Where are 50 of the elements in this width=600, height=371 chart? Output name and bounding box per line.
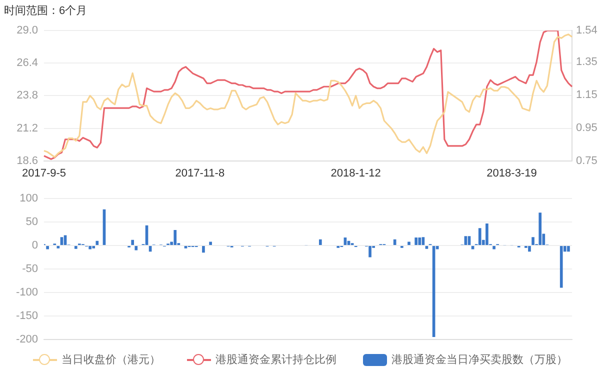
bar xyxy=(471,246,474,250)
bar xyxy=(418,238,422,246)
bar xyxy=(134,246,138,250)
bar xyxy=(532,237,534,246)
bar xyxy=(560,246,563,288)
x-tick-label: 2017-9-5 xyxy=(22,167,66,180)
legend-label: 港股通资金当日净买卖股数（万股） xyxy=(392,352,568,367)
bar xyxy=(64,235,67,246)
y2-tick-label: 0.95 xyxy=(576,122,598,134)
y-tick-label: 50 xyxy=(26,216,38,228)
bar xyxy=(131,240,134,246)
bar xyxy=(567,246,570,252)
bar xyxy=(202,246,205,253)
y2-tick-label: 1.15 xyxy=(576,88,598,101)
y-tick-label: -150 xyxy=(16,310,38,322)
x-tick-label: 2017-11-8 xyxy=(175,167,225,180)
y-tick-label: 29.0 xyxy=(16,24,38,37)
y-tick-label: -200 xyxy=(16,333,38,346)
y2-tick-label: 1.35 xyxy=(576,56,598,68)
bar xyxy=(174,230,177,246)
y-tick-label: -50 xyxy=(22,263,38,276)
bar xyxy=(408,242,410,246)
y-tick-label: -100 xyxy=(16,286,38,298)
bar xyxy=(209,242,212,246)
y2-tick-label: 1.54 xyxy=(576,24,598,37)
bar xyxy=(414,238,418,246)
bar xyxy=(46,246,49,250)
bar xyxy=(368,246,372,258)
y-tick-label: 26.4 xyxy=(16,57,38,70)
y-tick-label: 21.2 xyxy=(16,122,38,134)
bar xyxy=(88,246,92,250)
bar xyxy=(492,246,496,250)
chart-title: 时间范围：6个月 xyxy=(4,4,88,18)
x-tick-label: 2018-3-19 xyxy=(486,167,537,180)
y-tick-label: 18.6 xyxy=(16,154,38,167)
bar xyxy=(74,246,78,249)
legend-label: 当日收盘价（港元） xyxy=(62,353,160,367)
bar xyxy=(528,246,531,252)
bar xyxy=(318,239,322,246)
legend-label: 港股通资金累计持仓比例 xyxy=(216,352,336,367)
y-tick-label: 100 xyxy=(20,192,38,205)
bar xyxy=(486,223,488,246)
y2-tick-label: 0.75 xyxy=(576,154,598,167)
bar xyxy=(96,240,99,246)
bar xyxy=(478,228,482,246)
bar xyxy=(538,212,542,246)
x-tick-label: 2018-1-12 xyxy=(330,167,381,180)
y-tick-label: 0 xyxy=(32,240,38,252)
y-tick-label: 23.8 xyxy=(16,90,38,102)
bar xyxy=(425,246,428,249)
